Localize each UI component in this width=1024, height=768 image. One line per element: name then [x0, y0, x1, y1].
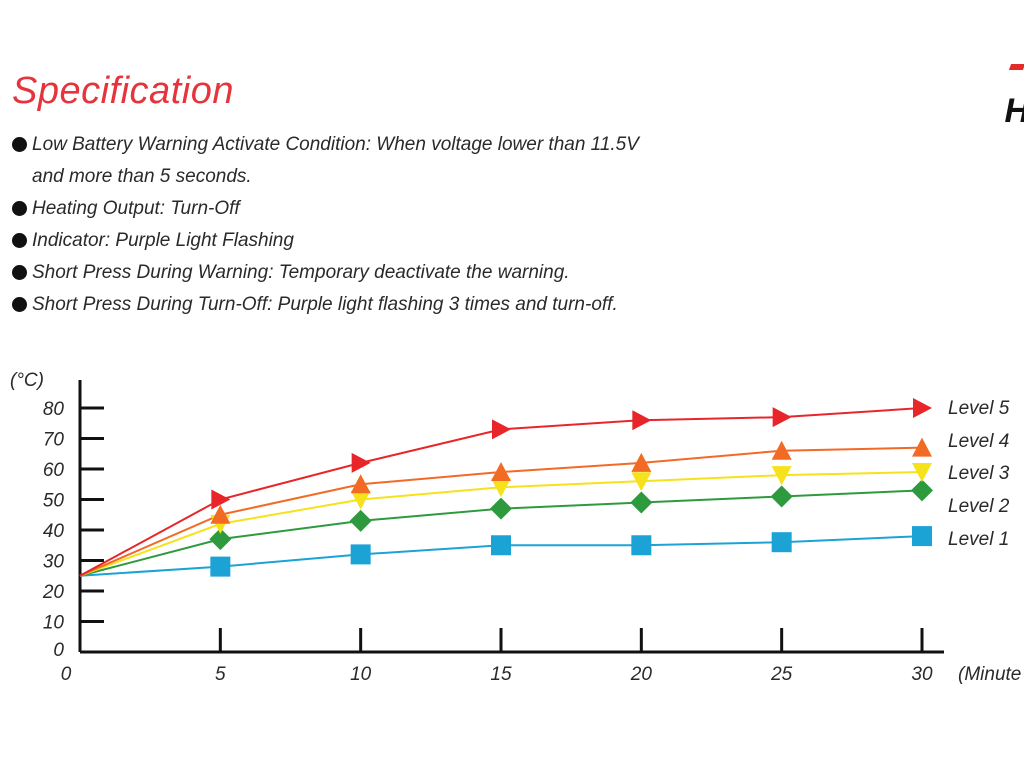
y-axis-unit-label: (°C)	[10, 370, 44, 391]
axes-layer	[78, 380, 944, 654]
spec-item-text: Low Battery Warning Activate Condition: …	[32, 134, 639, 155]
data-point-square-marker	[912, 526, 932, 547]
spec-item-text: Heating Output: Turn-Off	[32, 198, 240, 219]
x-tick-label: 25	[770, 664, 793, 685]
data-point-triangle-up-marker	[631, 452, 652, 472]
data-point-triangle-down-marker	[771, 466, 792, 486]
legend-label-level-3: Level 3	[948, 463, 1010, 484]
x-tick-label: 5	[215, 664, 226, 685]
temperature-chart: 0 10 20 30 40 50 60 70 80 0 5 10 15 20 25 30 (°C) (Minute…	[0, 360, 1024, 760]
data-point-diamond-marker	[911, 479, 933, 502]
data-point-diamond-marker	[630, 491, 653, 514]
spec-item-text: Short Press During Warning: Temporary de…	[32, 262, 570, 283]
bullet-icon	[12, 265, 27, 280]
data-point-triangle-up-marker	[912, 437, 932, 457]
data-point-triangle-right-marker	[772, 407, 792, 428]
data-point-triangle-down-marker	[631, 472, 652, 492]
spec-item-indicator: Indicator: Purple Light Flashing	[12, 225, 639, 257]
spec-item-short-press-turnoff: Short Press During Turn-Off: Purple ligh…	[12, 289, 639, 321]
x-axis-unit-label: (Minute	[958, 664, 1021, 685]
spec-item-short-press-warning: Short Press During Warning: Temporary de…	[12, 257, 639, 289]
corner-logo-fragment	[1008, 64, 1024, 70]
spec-item-continuation-text: and more than 5 seconds.	[32, 166, 252, 187]
y-tick-label: 0	[53, 640, 64, 661]
data-point-diamond-marker	[490, 497, 512, 520]
data-point-square-marker	[491, 535, 511, 556]
data-point-triangle-up-marker	[210, 504, 231, 524]
data-point-diamond-marker	[770, 485, 793, 508]
data-point-triangle-right-marker	[913, 398, 932, 418]
legend-label-level-5: Level 5	[948, 398, 1010, 419]
bullet-icon	[12, 233, 27, 248]
y-tick-label: 30	[43, 552, 65, 573]
y-tick-label: 50	[43, 491, 65, 512]
spec-list: Low Battery Warning Activate Condition: …	[12, 129, 639, 321]
x-tick-label: 15	[490, 664, 512, 685]
spec-item-text: Indicator: Purple Light Flashing	[32, 230, 294, 251]
y-tick-label: 60	[43, 460, 65, 481]
x-tick-label: 10	[350, 664, 372, 685]
data-point-triangle-down-marker	[912, 463, 932, 483]
data-point-triangle-right-marker	[632, 410, 652, 431]
spec-item-low-battery: Low Battery Warning Activate Condition: …	[12, 129, 639, 161]
data-point-triangle-right-marker	[351, 452, 371, 473]
series-markers-layer	[209, 398, 933, 577]
y-tick-label: 40	[43, 521, 65, 542]
data-point-square-marker	[631, 535, 652, 556]
data-point-triangle-up-marker	[350, 474, 371, 494]
data-point-diamond-marker	[349, 509, 372, 532]
data-point-triangle-down-marker	[350, 490, 371, 510]
data-point-triangle-up-marker	[491, 462, 511, 482]
bullet-icon	[12, 201, 27, 216]
x-tick-label: 30	[911, 664, 933, 685]
spec-item-heating-output: Heating Output: Turn-Off	[12, 193, 639, 225]
data-point-triangle-up-marker	[771, 440, 792, 460]
data-point-diamond-marker	[209, 528, 232, 551]
bullet-icon	[12, 297, 27, 312]
y-tick-label: 20	[42, 582, 65, 603]
page-title: Specification	[12, 70, 234, 112]
legend-label-level-2: Level 2	[948, 496, 1010, 517]
spec-item-text: Short Press During Turn-Off: Purple ligh…	[32, 294, 618, 315]
data-point-square-marker	[771, 532, 792, 553]
x-tick-label: 0	[61, 664, 72, 685]
legend-label-level-1: Level 1	[948, 529, 1009, 550]
spec-item-continuation: and more than 5 seconds.	[12, 161, 639, 193]
data-point-triangle-right-marker	[492, 419, 511, 440]
data-point-triangle-down-marker	[491, 478, 511, 498]
corner-logo-letter: H	[1004, 92, 1024, 131]
y-tick-label: 10	[43, 613, 65, 634]
bullet-icon	[12, 137, 27, 152]
legend-label-level-4: Level 4	[948, 431, 1009, 452]
data-point-triangle-right-marker	[211, 489, 231, 510]
x-tick-label: 20	[630, 664, 653, 685]
temperature-chart-svg: 0 10 20 30 40 50 60 70 80 0 5 10 15 20 25 30 (°C) (Minute…	[10, 370, 1021, 685]
labels-layer: 0 10 20 30 40 50 60 70 80 0 5 10 15 20 25 30 (°C) (Minute…	[10, 370, 1021, 685]
data-point-square-marker	[210, 556, 231, 577]
y-tick-label: 80	[43, 399, 65, 420]
data-point-square-marker	[350, 544, 371, 565]
y-tick-label: 70	[43, 430, 65, 451]
